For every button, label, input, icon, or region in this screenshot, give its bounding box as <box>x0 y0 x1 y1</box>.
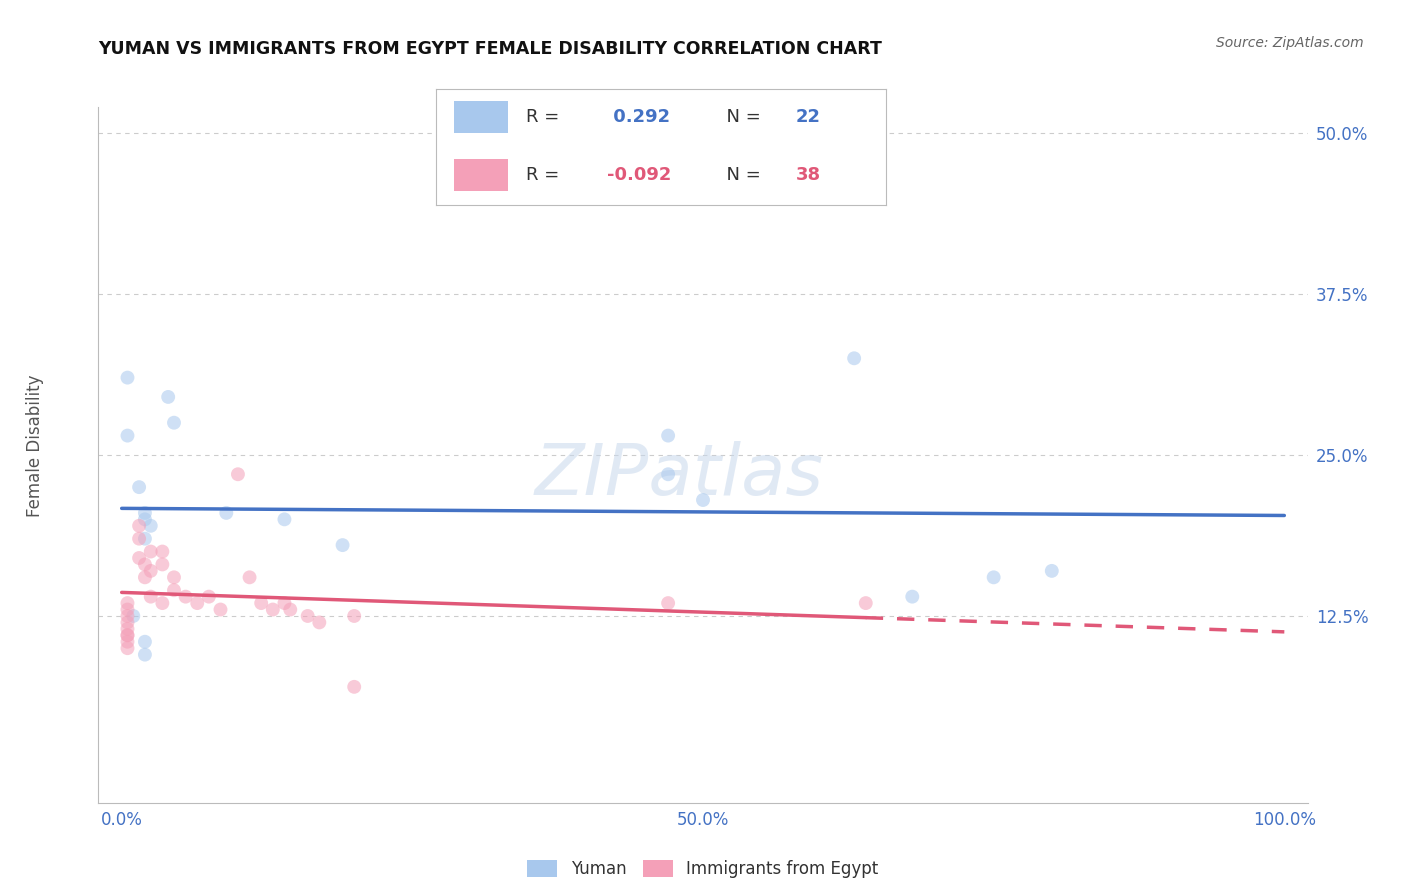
Text: Female Disability: Female Disability <box>27 375 44 517</box>
Text: 22: 22 <box>796 108 821 126</box>
FancyBboxPatch shape <box>454 159 508 191</box>
Point <box>273 512 295 526</box>
Point <box>657 596 679 610</box>
Text: N =: N = <box>714 166 766 184</box>
Point <box>215 506 238 520</box>
Point <box>343 609 366 624</box>
Point <box>901 590 924 604</box>
Text: R =: R = <box>526 108 565 126</box>
FancyBboxPatch shape <box>454 101 508 133</box>
Point <box>163 416 186 430</box>
Text: N =: N = <box>714 108 766 126</box>
Point <box>239 570 262 584</box>
Point <box>157 390 180 404</box>
Point <box>308 615 330 630</box>
Point <box>150 544 173 558</box>
Point <box>128 532 150 546</box>
Point <box>657 428 679 442</box>
Point <box>117 596 139 610</box>
Point <box>134 648 156 662</box>
Point <box>134 512 156 526</box>
Point <box>139 518 162 533</box>
Point <box>332 538 354 552</box>
Point <box>657 467 679 482</box>
Text: -0.092: -0.092 <box>607 166 671 184</box>
Point <box>134 506 156 520</box>
Point <box>117 615 139 630</box>
Point <box>855 596 877 610</box>
Point <box>139 564 162 578</box>
Point <box>134 570 156 584</box>
Point <box>842 351 865 366</box>
Point <box>134 532 156 546</box>
Text: ZIPatlas: ZIPatlas <box>534 442 824 510</box>
Point <box>117 602 139 616</box>
Point <box>278 602 301 616</box>
Point <box>198 590 221 604</box>
Point <box>692 493 714 508</box>
Point <box>343 680 366 694</box>
Text: Source: ZipAtlas.com: Source: ZipAtlas.com <box>1216 36 1364 50</box>
Text: YUMAN VS IMMIGRANTS FROM EGYPT FEMALE DISABILITY CORRELATION CHART: YUMAN VS IMMIGRANTS FROM EGYPT FEMALE DI… <box>98 40 883 58</box>
Point <box>117 428 139 442</box>
Point <box>209 602 232 616</box>
Text: 38: 38 <box>796 166 821 184</box>
Point <box>117 370 139 384</box>
Point <box>150 596 173 610</box>
Point <box>134 558 156 572</box>
Point <box>117 634 139 648</box>
Point <box>117 628 139 642</box>
Point <box>163 583 186 598</box>
Text: R =: R = <box>526 166 565 184</box>
Point <box>117 609 139 624</box>
Point <box>139 544 162 558</box>
Point <box>186 596 208 610</box>
Point <box>117 641 139 656</box>
Legend: Yuman, Immigrants from Egypt: Yuman, Immigrants from Egypt <box>520 854 886 885</box>
Point <box>128 551 150 566</box>
Point <box>1040 564 1063 578</box>
Point <box>983 570 1005 584</box>
Point <box>163 570 186 584</box>
Point <box>122 609 145 624</box>
Point <box>174 590 197 604</box>
Point <box>226 467 249 482</box>
Point <box>150 558 173 572</box>
Point <box>250 596 273 610</box>
Point <box>134 634 156 648</box>
Text: 0.292: 0.292 <box>607 108 669 126</box>
Point <box>273 596 295 610</box>
Point <box>128 518 150 533</box>
Point <box>117 622 139 636</box>
Point <box>117 628 139 642</box>
Point <box>128 480 150 494</box>
Point <box>297 609 319 624</box>
Point <box>262 602 284 616</box>
Point <box>139 590 162 604</box>
